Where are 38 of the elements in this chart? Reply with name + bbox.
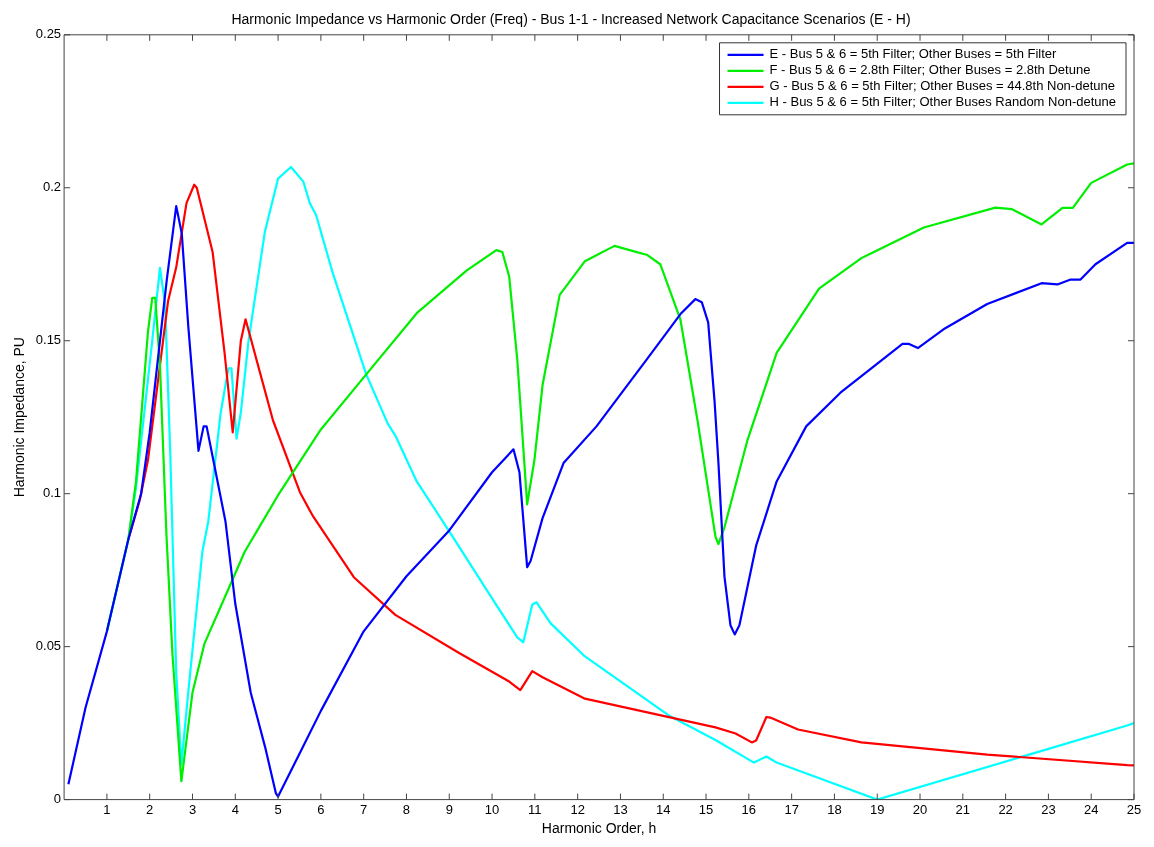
x-tick-label: 1: [103, 801, 111, 817]
x-tick-label: 7: [360, 801, 368, 817]
x-tick-label: 14: [656, 801, 671, 817]
legend-label: H - Bus 5 & 6 = 5th Filter; Other Buses Random Non-detune: [769, 94, 1117, 110]
chart-title: Harmonic Impedance vs Harmonic Order (Freq) - Bus 1-1 - Increased Network Capacitance Scenarios (E - H): [231, 11, 911, 28]
x-tick-label: 16: [741, 801, 757, 817]
x-tick-label: 20: [912, 801, 928, 817]
y-axis-title: Harmonic Impedance, PU: [11, 337, 28, 498]
legend-label: F - Bus 5 & 6 = 2.8th Filter; Other Buses = 2.8th Detune: [769, 62, 1091, 78]
x-tick-label: 12: [570, 801, 585, 817]
x-tick-label: 4: [231, 801, 239, 817]
x-tick-label: 19: [869, 801, 885, 817]
y-tick-label: 0.1: [43, 485, 62, 501]
x-tick-label: 3: [188, 801, 197, 817]
legend-label: G - Bus 5 & 6 = 5th Filter; Other Buses = 44.8th Non-detune: [769, 78, 1115, 94]
y-tick-label: 0.15: [35, 332, 62, 348]
x-tick-label: 11: [528, 801, 542, 817]
y-tick-label: 0: [53, 791, 62, 807]
x-axis-title: Harmonic Order, h: [541, 820, 657, 837]
x-tick-label: 13: [613, 801, 628, 817]
x-tick-label: 23: [1041, 801, 1056, 817]
x-tick-label: 5: [274, 801, 282, 817]
x-tick-label: 25: [1126, 801, 1142, 817]
legend-label: E - Bus 5 & 6 = 5th Filter; Other Buses = 5th Filter: [769, 46, 1058, 62]
x-tick-label: 18: [827, 801, 842, 817]
x-tick-label: 24: [1083, 801, 1099, 817]
y-tick-label: 0.05: [35, 638, 62, 654]
x-tick-label: 21: [955, 801, 971, 817]
x-tick-label: 6: [317, 801, 325, 817]
x-tick-label: 22: [998, 801, 1013, 817]
x-tick-label: 9: [445, 801, 453, 817]
y-tick-label: 0.2: [43, 179, 62, 195]
x-tick-label: 17: [784, 801, 799, 817]
x-tick-label: 15: [698, 801, 714, 817]
y-tick-label: 0.25: [35, 26, 62, 42]
x-tick-label: 10: [484, 801, 500, 817]
x-tick-label: 2: [146, 801, 154, 817]
x-tick-label: 8: [402, 801, 411, 817]
